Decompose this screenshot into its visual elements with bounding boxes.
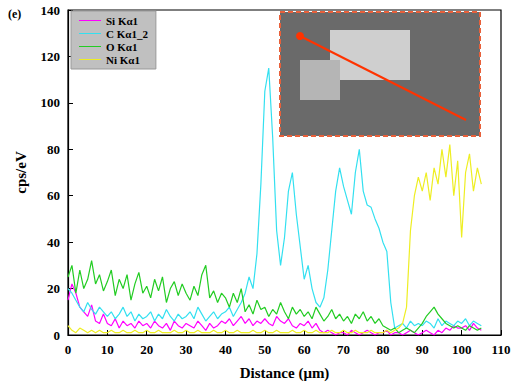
svg-text:50: 50 [258, 342, 271, 357]
svg-text:20: 20 [47, 281, 60, 296]
svg-text:0: 0 [54, 328, 61, 343]
svg-text:C Kα1_2: C Kα1_2 [106, 28, 148, 40]
svg-text:O Kα1: O Kα1 [106, 41, 138, 53]
svg-text:Distance (μm): Distance (μm) [240, 365, 330, 382]
svg-text:70: 70 [337, 342, 350, 357]
svg-text:40: 40 [219, 342, 232, 357]
svg-text:100: 100 [41, 95, 61, 110]
svg-text:(e): (e) [8, 7, 21, 21]
svg-text:60: 60 [298, 342, 311, 357]
svg-text:Si Kα1: Si Kα1 [106, 15, 138, 27]
svg-text:140: 140 [41, 3, 61, 18]
svg-text:40: 40 [47, 235, 60, 250]
svg-text:80: 80 [376, 342, 389, 357]
svg-text:20: 20 [140, 342, 153, 357]
svg-text:90: 90 [416, 342, 429, 357]
svg-text:110: 110 [492, 342, 511, 357]
svg-text:Ni Kα1: Ni Kα1 [106, 54, 140, 66]
svg-text:30: 30 [180, 342, 193, 357]
svg-text:cps/eV: cps/eV [13, 151, 29, 194]
svg-text:120: 120 [41, 49, 61, 64]
svg-text:80: 80 [47, 142, 60, 157]
svg-text:60: 60 [47, 188, 60, 203]
svg-text:0: 0 [65, 342, 72, 357]
svg-text:10: 10 [101, 342, 114, 357]
svg-text:100: 100 [452, 342, 472, 357]
